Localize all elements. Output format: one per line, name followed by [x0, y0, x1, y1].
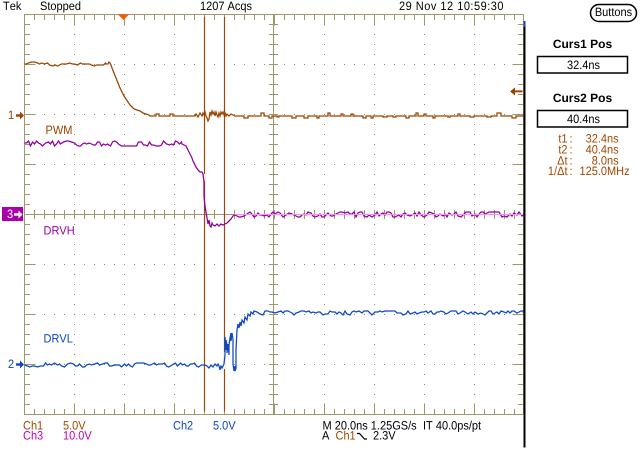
svg-text:40.4: 40.4	[586, 144, 607, 157]
svg-text:40.4ns: 40.4ns	[567, 113, 601, 126]
svg-text:3: 3	[7, 208, 13, 221]
svg-text:2: 2	[8, 358, 14, 371]
svg-text::: :	[570, 133, 573, 146]
svg-text:Ch1: Ch1	[23, 420, 43, 433]
svg-text:29 Nov 12 10:59:30: 29 Nov 12 10:59:30	[399, 0, 504, 13]
svg-text:Curs2 Pos: Curs2 Pos	[553, 91, 613, 105]
svg-text:IT 40.0ps/pt: IT 40.0ps/pt	[423, 420, 481, 433]
svg-text:2.3V: 2.3V	[373, 430, 396, 443]
svg-text:ns: ns	[607, 133, 619, 146]
svg-text:Stopped: Stopped	[40, 0, 81, 13]
svg-text:ns: ns	[607, 154, 619, 167]
svg-text:1/Δt: 1/Δt	[548, 165, 568, 178]
svg-text:MHz: MHz	[607, 165, 630, 178]
svg-text:32.4: 32.4	[586, 133, 607, 146]
svg-text:Ch2: Ch2	[173, 420, 193, 433]
svg-text:Ch1: Ch1	[336, 430, 356, 443]
svg-text:A: A	[322, 430, 330, 443]
svg-text:M 20.0ns 1.25GS/s: M 20.0ns 1.25GS/s	[323, 420, 418, 433]
svg-text:1207 Acqs: 1207 Acqs	[200, 0, 252, 13]
svg-text:10.0V: 10.0V	[63, 430, 92, 443]
svg-text::: :	[570, 154, 573, 167]
svg-text:DRVL: DRVL	[44, 333, 73, 346]
svg-text:5.0V: 5.0V	[213, 420, 236, 433]
svg-text:125.0: 125.0	[579, 165, 607, 178]
svg-text:Buttons: Buttons	[595, 6, 633, 19]
svg-text::: :	[570, 165, 573, 178]
svg-text:8.0: 8.0	[592, 154, 607, 167]
svg-text:5.0V: 5.0V	[63, 420, 86, 433]
svg-text:PWM: PWM	[46, 124, 73, 137]
svg-text::: :	[570, 144, 573, 157]
svg-text:32.4ns: 32.4ns	[567, 59, 601, 72]
svg-text:ns: ns	[607, 144, 619, 157]
svg-text:t2: t2	[558, 144, 567, 157]
svg-text:Δt: Δt	[557, 154, 567, 167]
svg-text:Curs1 Pos: Curs1 Pos	[553, 37, 613, 51]
svg-text:1: 1	[8, 109, 14, 122]
svg-text:Tek: Tek	[3, 0, 22, 13]
svg-text:Ch3: Ch3	[23, 430, 43, 443]
svg-text:DRVH: DRVH	[44, 225, 75, 238]
svg-text:t1: t1	[558, 133, 567, 146]
